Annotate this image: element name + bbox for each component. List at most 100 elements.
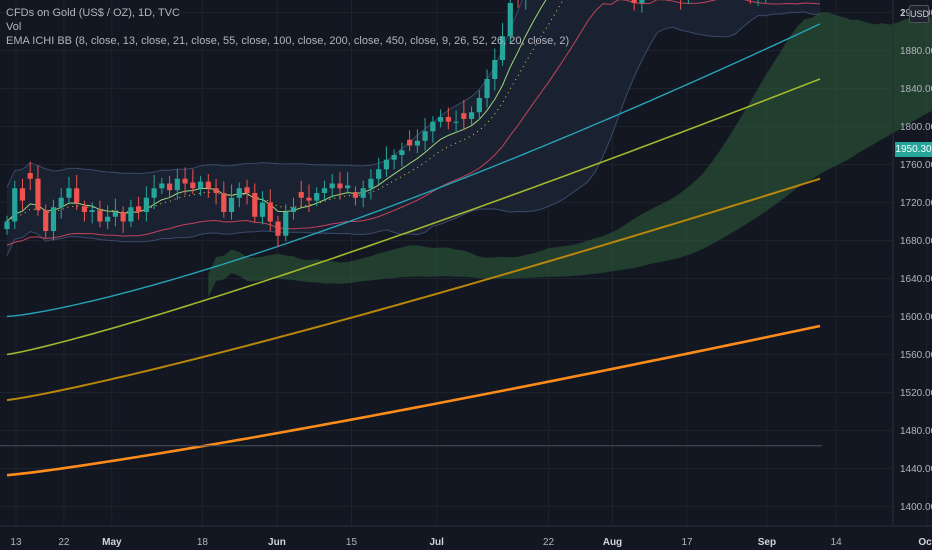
candle-down[interactable] — [205, 181, 211, 189]
candle-up[interactable] — [66, 188, 72, 198]
candle-up[interactable] — [290, 207, 297, 212]
time-tick-label: 22 — [543, 537, 555, 548]
candle-down[interactable] — [81, 206, 88, 212]
candle-up[interactable] — [376, 169, 382, 179]
candle-up[interactable] — [321, 188, 328, 193]
price-tick-label: 1760.00 — [900, 160, 932, 171]
candle-up[interactable] — [128, 207, 134, 222]
candle-down[interactable] — [407, 139, 413, 146]
candle-down[interactable] — [306, 197, 312, 201]
last-price-label: 1950.30 — [895, 142, 932, 157]
time-tick-label: Oct — [918, 537, 932, 548]
time-tick-label: Jun — [268, 537, 286, 548]
candle-up[interactable] — [105, 216, 111, 222]
ema-55-line — [6, 23, 821, 318]
candle-up[interactable] — [507, 3, 513, 37]
candle-up[interactable] — [329, 183, 335, 189]
bollinger-fill — [7, 0, 820, 256]
time-tick-label: 15 — [346, 537, 358, 548]
candle-up[interactable] — [159, 183, 165, 189]
candle-down[interactable] — [267, 202, 273, 222]
candle-up[interactable] — [259, 202, 266, 217]
candle-down[interactable] — [190, 182, 196, 189]
ema-21-line — [6, 0, 821, 246]
ema-450-line — [6, 324, 821, 477]
candle-down[interactable] — [221, 193, 227, 212]
candle-up[interactable] — [143, 197, 149, 212]
candle-down[interactable] — [19, 188, 26, 201]
time-tick-label: 18 — [197, 537, 209, 548]
candle-down[interactable] — [461, 113, 467, 119]
candle-down[interactable] — [136, 206, 142, 212]
candle-down[interactable] — [252, 193, 258, 217]
candle-down[interactable] — [213, 188, 219, 193]
candle-up[interactable] — [476, 98, 482, 113]
currency-selector[interactable]: 2 USD — [900, 3, 930, 23]
candle-up[interactable] — [314, 193, 320, 201]
candle-up[interactable] — [112, 212, 118, 217]
candle-up[interactable] — [499, 36, 506, 60]
candle-up[interactable] — [89, 210, 95, 212]
price-tick-label: 1880.00 — [900, 46, 932, 57]
candle-down[interactable] — [337, 183, 343, 189]
price-tick-label: 1400.00 — [900, 502, 932, 513]
candle-up[interactable] — [368, 178, 374, 189]
time-tick-label: Sep — [758, 537, 776, 548]
candle-up[interactable] — [453, 121, 459, 123]
candle-up[interactable] — [639, 0, 645, 3]
ema-lines — [6, 0, 821, 477]
candle-up[interactable] — [468, 112, 475, 119]
candle-up[interactable] — [360, 188, 366, 198]
candle-up[interactable] — [414, 140, 420, 146]
candle-up[interactable] — [383, 159, 389, 170]
cloud-fill — [208, 12, 932, 298]
candle-down[interactable] — [298, 192, 304, 198]
candle-up[interactable] — [228, 197, 235, 212]
candle-up[interactable] — [151, 188, 157, 198]
candles[interactable] — [4, 0, 822, 248]
bollinger-lower — [6, 11, 821, 256]
time-axis[interactable]: 13 22 May 18 Jun 15 Jul 22 Aug 17 Sep 14 Oct — [0, 525, 932, 548]
candle-down[interactable] — [74, 188, 80, 203]
candle-down[interactable] — [35, 178, 41, 211]
candle-up[interactable] — [399, 150, 405, 155]
candle-up[interactable] — [4, 221, 10, 230]
candle-down[interactable] — [182, 178, 188, 184]
candle-up[interactable] — [50, 207, 57, 231]
candle-up[interactable] — [430, 121, 436, 132]
candle-up[interactable] — [422, 131, 428, 141]
candle-up[interactable] — [283, 212, 289, 236]
candle-down[interactable] — [43, 210, 49, 231]
candle-down[interactable] — [120, 212, 126, 222]
price-tick-label: 1720.00 — [900, 198, 932, 209]
candle-down[interactable] — [352, 192, 359, 198]
candle-up[interactable] — [236, 188, 242, 198]
price-tick-label: 1560.00 — [900, 350, 932, 361]
candle-up[interactable] — [492, 60, 498, 79]
candle-down[interactable] — [275, 221, 281, 236]
time-tick-label: Aug — [603, 537, 622, 548]
candle-up[interactable] — [12, 188, 18, 222]
candle-up[interactable] — [438, 117, 444, 122]
candle-down[interactable] — [244, 187, 250, 193]
price-tick-label: 1800.00 — [900, 122, 932, 133]
price-axis[interactable]: 1400.00 1440.00 1480.00 1520.00 1560.00 1600.… — [892, 0, 932, 526]
time-tick-label: May — [102, 537, 122, 548]
candle-up[interactable] — [484, 79, 490, 98]
price-tick-label: 1480.00 — [900, 426, 932, 437]
candle-down[interactable] — [167, 183, 173, 191]
candle-down[interactable] — [631, 0, 637, 3]
currency-code[interactable]: USD — [909, 5, 929, 23]
price-tick-label: 1520.00 — [900, 388, 932, 399]
candle-up[interactable] — [391, 155, 397, 160]
candle-up[interactable] — [174, 178, 180, 191]
candle-up[interactable] — [197, 181, 204, 189]
price-lines — [0, 445, 822, 447]
candle-down[interactable] — [97, 210, 103, 222]
candle-up[interactable] — [58, 197, 64, 208]
time-tick-label: Jul — [429, 537, 444, 548]
candle-down[interactable] — [27, 173, 33, 179]
candle-up[interactable] — [345, 185, 351, 189]
candle-down[interactable] — [445, 117, 451, 122]
